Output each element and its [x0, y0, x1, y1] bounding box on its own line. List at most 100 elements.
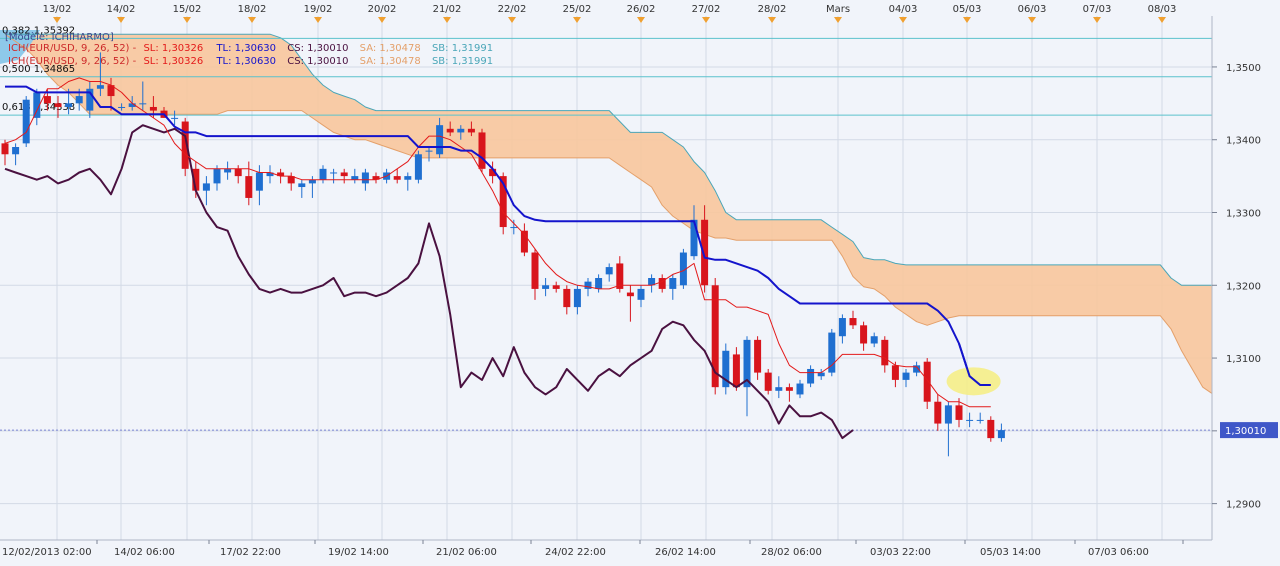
candle[interactable] — [298, 179, 306, 198]
candle-body[interactable] — [552, 285, 560, 289]
candle[interactable] — [870, 332, 878, 348]
event-marker-icon[interactable] — [637, 17, 645, 23]
candle[interactable] — [849, 310, 857, 329]
candle[interactable] — [213, 165, 221, 191]
candle[interactable] — [436, 117, 444, 158]
candle-body[interactable] — [849, 318, 857, 326]
candle-body[interactable] — [711, 285, 719, 388]
candle[interactable] — [573, 285, 581, 315]
candle-body[interactable] — [881, 339, 889, 366]
candle[interactable] — [563, 285, 571, 315]
candle-body[interactable] — [764, 372, 772, 391]
event-marker-icon[interactable] — [702, 17, 710, 23]
candle[interactable] — [22, 96, 30, 147]
candle-body[interactable] — [775, 387, 783, 391]
candle[interactable] — [181, 117, 189, 177]
candle-body[interactable] — [796, 383, 804, 395]
candle[interactable] — [944, 401, 952, 457]
candle-body[interactable] — [955, 405, 963, 420]
event-marker-icon[interactable] — [768, 17, 776, 23]
candle-body[interactable] — [669, 278, 677, 289]
candle-body[interactable] — [213, 168, 221, 184]
candle[interactable] — [96, 52, 104, 97]
event-marker-icon[interactable] — [378, 17, 386, 23]
candle-body[interactable] — [605, 267, 613, 275]
candle-body[interactable] — [732, 354, 740, 388]
candle-body[interactable] — [96, 85, 104, 89]
candle[interactable] — [340, 168, 348, 184]
candle[interactable] — [891, 361, 899, 388]
candle-body[interactable] — [679, 252, 687, 286]
candle[interactable] — [679, 248, 687, 289]
candle-body[interactable] — [372, 176, 380, 180]
candle-body[interactable] — [54, 103, 62, 107]
candle-body[interactable] — [499, 176, 507, 228]
candle[interactable] — [414, 150, 422, 184]
candle[interactable] — [669, 274, 677, 300]
candle[interactable] — [86, 81, 94, 118]
candle[interactable] — [457, 125, 465, 140]
candle-body[interactable] — [584, 281, 592, 289]
candle[interactable] — [976, 412, 984, 424]
candle-body[interactable] — [330, 172, 338, 174]
candle[interactable] — [351, 168, 359, 184]
candle-body[interactable] — [944, 405, 952, 424]
candle[interactable] — [393, 168, 401, 184]
candle[interactable] — [54, 96, 62, 118]
candle[interactable] — [202, 176, 210, 206]
candle[interactable] — [33, 88, 41, 126]
candle[interactable] — [287, 172, 295, 191]
candle[interactable] — [701, 205, 709, 293]
candle-body[interactable] — [573, 288, 581, 308]
candle[interactable] — [997, 423, 1005, 442]
event-marker-icon[interactable] — [53, 17, 61, 23]
candle-body[interactable] — [245, 176, 253, 198]
candle[interactable] — [234, 165, 242, 184]
candle-body[interactable] — [860, 325, 868, 344]
candle-body[interactable] — [86, 88, 94, 111]
candle-body[interactable] — [817, 372, 825, 377]
candle[interactable] — [478, 128, 486, 173]
candle[interactable] — [637, 285, 645, 308]
candle[interactable] — [881, 336, 889, 373]
event-marker-icon[interactable] — [508, 17, 516, 23]
event-marker-icon[interactable] — [573, 17, 581, 23]
candle-body[interactable] — [637, 288, 645, 300]
candle[interactable] — [510, 219, 518, 235]
candle[interactable] — [552, 281, 560, 293]
candle-body[interactable] — [202, 183, 210, 191]
event-marker-icon[interactable] — [314, 17, 322, 23]
candle[interactable] — [404, 172, 412, 191]
candle-body[interactable] — [595, 278, 603, 289]
candle-body[interactable] — [224, 168, 232, 173]
candle-body[interactable] — [446, 128, 454, 133]
candle-body[interactable] — [425, 150, 433, 152]
candle-body[interactable] — [107, 85, 115, 97]
candle[interactable] — [775, 376, 783, 399]
candle[interactable] — [266, 165, 274, 184]
candle-body[interactable] — [351, 176, 359, 180]
candle-body[interactable] — [891, 365, 899, 380]
candle-body[interactable] — [478, 132, 486, 169]
candle[interactable] — [520, 223, 528, 257]
candle[interactable] — [732, 347, 740, 391]
candle-body[interactable] — [531, 252, 539, 289]
candle-body[interactable] — [308, 179, 316, 184]
candle-body[interactable] — [520, 230, 528, 253]
candle-body[interactable] — [139, 103, 147, 105]
candlesticks[interactable] — [1, 52, 1005, 457]
candle[interactable] — [754, 336, 762, 380]
candle[interactable] — [224, 161, 232, 180]
candle[interactable] — [785, 383, 793, 402]
top-date-scale[interactable]: 13/02 14/02 15/02 18/02 19/02 20/02 21/02 22/02… — [43, 4, 1177, 23]
candle-body[interactable] — [277, 172, 285, 177]
candle[interactable] — [425, 147, 433, 162]
candle[interactable] — [171, 110, 179, 126]
event-marker-icon[interactable] — [183, 17, 191, 23]
candle-body[interactable] — [542, 285, 550, 289]
candle[interactable] — [711, 278, 719, 395]
candle[interactable] — [372, 172, 380, 184]
candle-body[interactable] — [838, 318, 846, 337]
candle-body[interactable] — [807, 368, 815, 384]
